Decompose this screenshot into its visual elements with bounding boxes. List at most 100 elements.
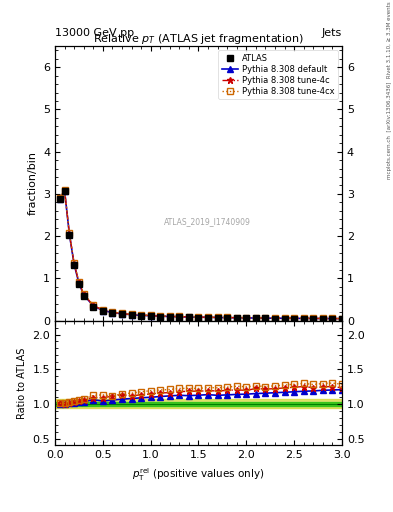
ATLAS xyxy=(158,313,163,319)
Pythia 8.308 default xyxy=(139,312,143,318)
Pythia 8.308 tune-4cx xyxy=(330,315,335,322)
Pythia 8.308 default xyxy=(91,303,95,309)
ATLAS xyxy=(148,313,153,319)
Pythia 8.308 default xyxy=(340,315,344,322)
Pythia 8.308 default xyxy=(129,312,134,318)
Pythia 8.308 tune-4cx xyxy=(81,291,86,297)
ATLAS xyxy=(72,262,77,268)
ATLAS xyxy=(119,311,124,317)
Pythia 8.308 default xyxy=(119,311,124,317)
Pythia 8.308 tune-4c xyxy=(234,314,239,321)
ATLAS xyxy=(67,232,72,238)
Pythia 8.308 tune-4cx xyxy=(253,315,258,321)
Pythia 8.308 tune-4cx xyxy=(273,315,277,321)
Pythia 8.308 tune-4cx xyxy=(292,315,296,321)
Pythia 8.308 default xyxy=(263,315,268,321)
ATLAS xyxy=(263,315,268,322)
Pythia 8.308 default xyxy=(81,292,86,298)
Pythia 8.308 default xyxy=(158,313,163,319)
Line: ATLAS: ATLAS xyxy=(56,187,345,323)
ATLAS xyxy=(91,304,95,310)
Pythia 8.308 tune-4c xyxy=(81,291,86,297)
Line: Pythia 8.308 tune-4cx: Pythia 8.308 tune-4cx xyxy=(57,187,345,322)
Text: mcplots.cern.ch  [arXiv:1306.3436]  Rivet 3.1.10, ≥ 3.3M events: mcplots.cern.ch [arXiv:1306.3436] Rivet … xyxy=(387,2,391,179)
Title: Relative $p_T$ (ATLAS jet fragmentation): Relative $p_T$ (ATLAS jet fragmentation) xyxy=(93,32,304,46)
Pythia 8.308 tune-4cx xyxy=(158,313,163,319)
Pythia 8.308 tune-4c xyxy=(167,313,172,319)
ATLAS xyxy=(139,313,143,319)
Pythia 8.308 tune-4c xyxy=(206,314,210,321)
Pythia 8.308 tune-4c xyxy=(91,303,95,309)
Pythia 8.308 tune-4c xyxy=(139,312,143,318)
Pythia 8.308 tune-4cx xyxy=(139,312,143,318)
Pythia 8.308 tune-4cx xyxy=(148,312,153,318)
Pythia 8.308 tune-4c xyxy=(158,313,163,319)
Pythia 8.308 default xyxy=(167,313,172,319)
Pythia 8.308 tune-4cx xyxy=(263,315,268,321)
Pythia 8.308 tune-4cx xyxy=(72,260,77,266)
Pythia 8.308 tune-4cx xyxy=(311,315,316,322)
Pythia 8.308 default xyxy=(282,315,287,322)
Pythia 8.308 default xyxy=(244,315,249,321)
Pythia 8.308 tune-4c xyxy=(110,309,115,315)
ATLAS xyxy=(244,315,249,322)
Pythia 8.308 tune-4cx xyxy=(167,313,172,319)
Pythia 8.308 default xyxy=(187,314,191,320)
Pythia 8.308 default xyxy=(177,314,182,320)
ATLAS xyxy=(101,308,105,314)
ATLAS xyxy=(177,314,182,321)
ATLAS xyxy=(110,310,115,316)
Pythia 8.308 tune-4cx xyxy=(91,302,95,308)
ATLAS xyxy=(311,316,316,322)
Pythia 8.308 default xyxy=(311,315,316,322)
Y-axis label: fraction/bin: fraction/bin xyxy=(28,152,37,216)
Pythia 8.308 tune-4cx xyxy=(119,310,124,316)
Pythia 8.308 tune-4cx xyxy=(67,230,72,236)
Pythia 8.308 tune-4cx xyxy=(225,314,230,321)
ATLAS xyxy=(206,315,210,321)
Pythia 8.308 tune-4cx xyxy=(244,314,249,321)
ATLAS xyxy=(129,312,134,318)
ATLAS xyxy=(167,314,172,320)
Text: ATLAS_2019_I1740909: ATLAS_2019_I1740909 xyxy=(163,217,250,226)
Pythia 8.308 tune-4c xyxy=(67,230,72,237)
ATLAS xyxy=(292,315,296,322)
Pythia 8.308 tune-4cx xyxy=(282,315,287,321)
ATLAS xyxy=(196,314,201,321)
Pythia 8.308 default xyxy=(301,315,306,322)
Pythia 8.308 tune-4c xyxy=(282,315,287,321)
Pythia 8.308 tune-4c xyxy=(215,314,220,321)
Pythia 8.308 tune-4cx xyxy=(62,187,67,193)
Pythia 8.308 default xyxy=(234,315,239,321)
Pythia 8.308 tune-4c xyxy=(129,311,134,317)
ATLAS xyxy=(320,316,325,322)
Pythia 8.308 tune-4cx xyxy=(301,315,306,322)
ATLAS xyxy=(234,315,239,321)
ATLAS xyxy=(77,281,81,287)
Pythia 8.308 tune-4c xyxy=(311,315,316,322)
Pythia 8.308 tune-4c xyxy=(263,315,268,321)
Legend: ATLAS, Pythia 8.308 default, Pythia 8.308 tune-4c, Pythia 8.308 tune-4cx: ATLAS, Pythia 8.308 default, Pythia 8.30… xyxy=(219,50,338,99)
Line: Pythia 8.308 tune-4c: Pythia 8.308 tune-4c xyxy=(56,187,345,322)
ATLAS xyxy=(330,316,335,322)
ATLAS xyxy=(273,315,277,322)
Y-axis label: Ratio to ATLAS: Ratio to ATLAS xyxy=(17,347,27,419)
Pythia 8.308 tune-4c xyxy=(62,187,67,194)
ATLAS xyxy=(187,314,191,321)
ATLAS xyxy=(57,196,62,202)
Pythia 8.308 tune-4c xyxy=(301,315,306,322)
Pythia 8.308 default xyxy=(292,315,296,322)
Pythia 8.308 tune-4cx xyxy=(196,314,201,320)
Text: 13000 GeV pp: 13000 GeV pp xyxy=(55,28,134,38)
Pythia 8.308 tune-4c xyxy=(292,315,296,322)
Pythia 8.308 tune-4c xyxy=(57,195,62,201)
Pythia 8.308 default xyxy=(77,280,81,286)
Pythia 8.308 tune-4c xyxy=(101,307,105,313)
Pythia 8.308 tune-4c xyxy=(177,313,182,319)
Pythia 8.308 tune-4cx xyxy=(206,314,210,320)
Text: Jets: Jets xyxy=(321,28,342,38)
Pythia 8.308 tune-4c xyxy=(253,315,258,321)
ATLAS xyxy=(301,316,306,322)
Pythia 8.308 default xyxy=(330,315,335,322)
ATLAS xyxy=(340,316,344,322)
